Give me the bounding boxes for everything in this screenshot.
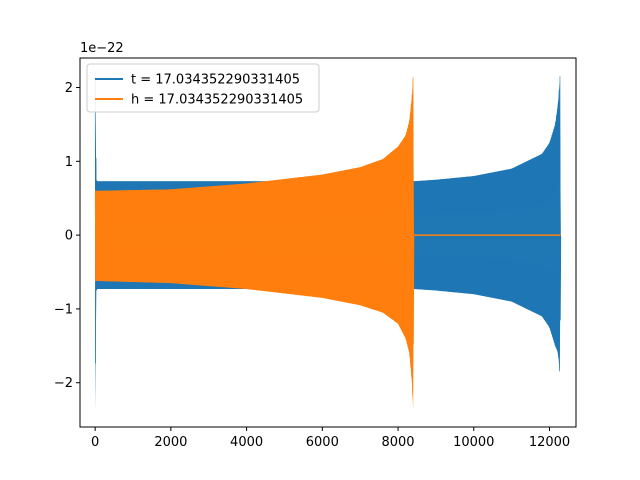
y-tick-label: 1 (65, 155, 73, 170)
legend: t = 17.034352290331405 h = 17.03435229033… (86, 63, 320, 113)
legend-label: h = 17.034352290331405 (131, 93, 303, 108)
plot-area (94, 74, 562, 411)
y-tick-label: −2 (54, 376, 73, 391)
series-orange-waveform (94, 74, 561, 410)
axes-frame (79, 57, 577, 428)
y-tick-label: 0 (65, 229, 73, 244)
x-tick-label: 4000 (230, 435, 263, 450)
y-tick-label: −1 (54, 302, 73, 317)
x-tick-label: 8000 (381, 435, 414, 450)
x-tick-label: 2000 (154, 435, 187, 450)
x-tick-label: 10000 (453, 435, 494, 450)
legend-label: t = 17.034352290331405 (131, 73, 300, 88)
tick-marks: 0 2000 4000 6000 8000 10000 12000 2 1 0 −1 −2 (54, 81, 570, 450)
y-tick-label: 2 (65, 81, 73, 96)
legend-box (86, 63, 320, 113)
x-tick-label: 0 (91, 435, 99, 450)
x-tick-label: 6000 (306, 435, 339, 450)
y-scale-label: 1e−22 (80, 41, 124, 56)
x-tick-label: 12000 (529, 435, 570, 450)
series-oscillation-line (94, 77, 415, 395)
